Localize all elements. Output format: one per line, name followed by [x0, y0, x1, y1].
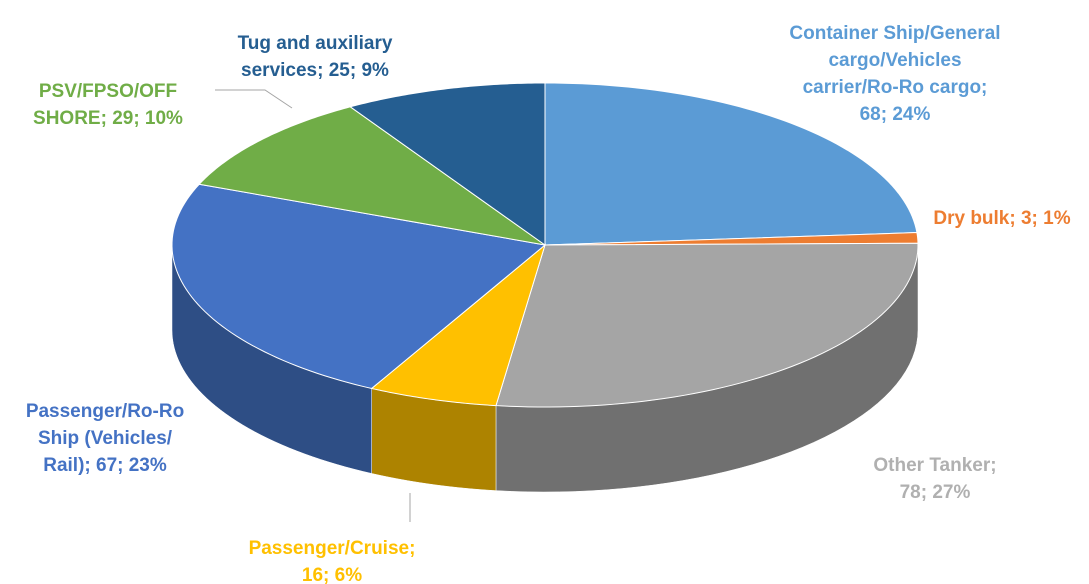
slice — [198, 106, 546, 246]
label-line: carrier/Ro-Ro cargo; — [803, 77, 988, 98]
label-line: Other Tanker; — [873, 455, 996, 476]
label-line: cargo/Vehicles — [828, 50, 961, 71]
label-line: Tug and auxiliary — [238, 33, 393, 54]
pie-tops — [171, 82, 919, 408]
leader-line — [215, 89, 293, 109]
data-label: Other Tanker; 78; 27% — [873, 455, 996, 503]
label-line: 78; 27% — [900, 482, 971, 503]
data-label: Container Ship/General cargo/Vehicles carr… — [789, 23, 1000, 125]
slice — [349, 82, 546, 246]
label-line: 68; 24% — [860, 104, 931, 125]
slice — [544, 82, 918, 246]
slice — [370, 243, 546, 407]
data-label: Passenger/Cruise; 16; 6% — [249, 538, 416, 584]
data-label: Tug and auxiliary services; 25; 9% — [238, 33, 393, 81]
label-line: 16; 6% — [302, 565, 362, 584]
slice — [171, 183, 547, 389]
data-label: PSV/FPSO/OFF SHORE; 29; 10% — [33, 81, 183, 129]
data-label: Dry bulk; 3; 1% — [933, 208, 1070, 229]
label-line: SHORE; 29; 10% — [33, 108, 183, 129]
labels: Container Ship/General cargo/Vehicles carr… — [26, 23, 1071, 584]
label-line: Dry bulk; 3; 1% — [933, 208, 1070, 229]
label-line: Rail); 67; 23% — [43, 455, 167, 476]
label-line: Container Ship/General — [789, 23, 1000, 44]
data-label: Passenger/Ro-Ro Ship (Vehicles/Rail); 67;… — [26, 401, 184, 476]
label-line: Ship (Vehicles/ — [38, 428, 173, 449]
slice — [495, 242, 919, 408]
slice — [544, 232, 919, 246]
label-line: Passenger/Cruise; — [249, 538, 416, 559]
label-line: Passenger/Ro-Ro — [26, 401, 184, 422]
label-line: PSV/FPSO/OFF — [39, 81, 177, 102]
label-line: services; 25; 9% — [241, 60, 389, 81]
